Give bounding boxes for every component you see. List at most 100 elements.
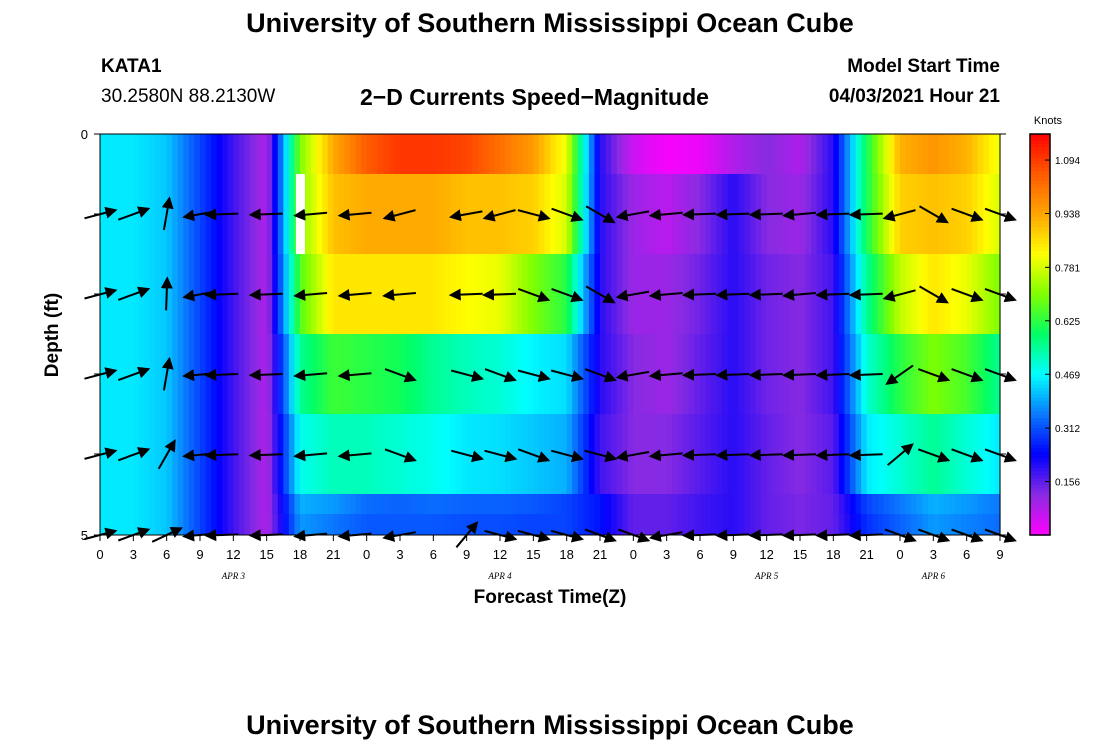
heatmap-cell bbox=[144, 414, 151, 494]
colorbar-swatch bbox=[1030, 357, 1050, 362]
heatmap-cell bbox=[511, 514, 518, 535]
heatmap-cell bbox=[433, 134, 440, 174]
colorbar-swatch bbox=[1030, 361, 1050, 366]
heatmap-cell bbox=[477, 134, 484, 174]
heatmap-cell bbox=[777, 494, 784, 514]
heatmap-cell bbox=[572, 494, 579, 514]
heatmap-cell bbox=[483, 494, 490, 514]
heatmap-cell bbox=[555, 494, 562, 514]
colorbar-swatch bbox=[1030, 250, 1050, 255]
model-start-label: Model Start Time bbox=[847, 56, 1000, 77]
heatmap-cell bbox=[188, 494, 196, 514]
heatmap-cell bbox=[477, 494, 484, 514]
heatmap-cell bbox=[783, 134, 790, 174]
heatmap-cell bbox=[966, 414, 973, 494]
current-arrow bbox=[337, 288, 372, 301]
heatmap-cell bbox=[733, 134, 740, 174]
heatmap-cell bbox=[894, 134, 901, 174]
colorbar-swatch bbox=[1030, 317, 1050, 322]
heatmap-cell bbox=[405, 414, 412, 494]
heatmap-cell bbox=[150, 494, 157, 514]
heatmap-cell bbox=[933, 414, 940, 494]
heatmap-cell bbox=[155, 514, 162, 535]
heatmap-cell bbox=[150, 334, 157, 414]
colorbar-swatch bbox=[1030, 481, 1050, 486]
heatmap-cell bbox=[600, 134, 607, 174]
x-tick-label: 9 bbox=[996, 547, 1003, 562]
colorbar-swatch bbox=[1030, 434, 1050, 439]
heatmap-cell bbox=[638, 174, 646, 254]
heatmap-cell bbox=[311, 514, 318, 535]
heatmap-cell bbox=[605, 514, 612, 535]
x-tick-label: 0 bbox=[363, 547, 370, 562]
heatmap-cell bbox=[855, 414, 862, 494]
x-axis-label: Forecast Time(Z) bbox=[474, 587, 627, 608]
heatmap-cell bbox=[211, 514, 218, 535]
heatmap-cell bbox=[266, 134, 273, 174]
heatmap-cell bbox=[427, 514, 434, 535]
heatmap-cell bbox=[188, 514, 196, 535]
heatmap-cell bbox=[972, 494, 979, 514]
heatmap-cell bbox=[955, 414, 962, 494]
colorbar-swatch bbox=[1030, 214, 1050, 219]
colorbar-swatch bbox=[1030, 441, 1050, 446]
heatmap-cell bbox=[672, 134, 679, 174]
heatmap-cell bbox=[844, 134, 851, 174]
heatmap-cell bbox=[355, 514, 362, 535]
colorbar-swatch bbox=[1030, 321, 1050, 326]
colorbar-swatch bbox=[1030, 351, 1050, 356]
plot-title: 2−D Currents Speed−Magnitude bbox=[360, 84, 709, 110]
heatmap-cell bbox=[905, 414, 912, 494]
heatmap-cell bbox=[311, 494, 318, 514]
heatmap-cell bbox=[300, 414, 307, 494]
heatmap-cell bbox=[361, 494, 368, 514]
heatmap-cell bbox=[861, 134, 868, 174]
heatmap-cell bbox=[988, 174, 996, 254]
heatmap-cell bbox=[327, 494, 334, 514]
colorbar-tick-label: 0.625 bbox=[1055, 317, 1080, 328]
heatmap-cell bbox=[627, 514, 634, 535]
x-tick-label: 15 bbox=[526, 547, 540, 562]
current-arrow bbox=[157, 439, 176, 470]
heatmap-cell bbox=[194, 134, 201, 174]
heatmap-cell bbox=[155, 494, 162, 514]
heatmap-cell bbox=[238, 254, 246, 334]
current-arrow bbox=[648, 449, 683, 462]
heatmap-cell bbox=[577, 254, 584, 334]
heatmap-cell bbox=[494, 514, 501, 535]
heatmap-cell bbox=[761, 134, 768, 174]
heatmap-cell bbox=[588, 134, 596, 174]
heatmap-cell bbox=[577, 514, 584, 535]
heatmap-cell bbox=[377, 514, 384, 535]
heatmap-cell bbox=[438, 254, 446, 334]
heatmap-cell bbox=[650, 414, 657, 494]
heatmap-cell bbox=[972, 254, 979, 334]
heatmap-cell bbox=[544, 134, 551, 174]
heatmap-cell bbox=[288, 174, 296, 254]
heatmap-cell bbox=[127, 514, 134, 535]
heatmap-cell bbox=[755, 514, 762, 535]
heatmap-cell bbox=[161, 134, 168, 174]
heatmap-cell bbox=[888, 514, 896, 535]
heatmap-cell bbox=[727, 134, 734, 174]
current-arrow bbox=[517, 209, 551, 222]
heatmap-cell bbox=[938, 174, 946, 254]
heatmap-cell bbox=[600, 514, 607, 535]
heatmap-cell bbox=[344, 134, 351, 174]
heatmap-cell bbox=[183, 254, 190, 334]
heatmap-cell bbox=[394, 514, 401, 535]
x-tick-label: 3 bbox=[663, 547, 670, 562]
heatmap-cell bbox=[238, 134, 246, 174]
current-arrow bbox=[384, 448, 417, 463]
colorbar-swatch bbox=[1030, 451, 1050, 456]
heatmap-cell bbox=[661, 134, 668, 174]
heatmap-cell bbox=[877, 514, 884, 535]
heatmap-cell bbox=[383, 254, 390, 334]
current-arrow bbox=[517, 287, 551, 303]
heatmap-cell bbox=[627, 134, 634, 174]
heatmap-cell bbox=[411, 514, 418, 535]
current-arrow bbox=[648, 288, 683, 301]
current-arrow bbox=[584, 449, 618, 463]
heatmap-cell bbox=[805, 494, 812, 514]
colorbar-swatch bbox=[1030, 474, 1050, 479]
